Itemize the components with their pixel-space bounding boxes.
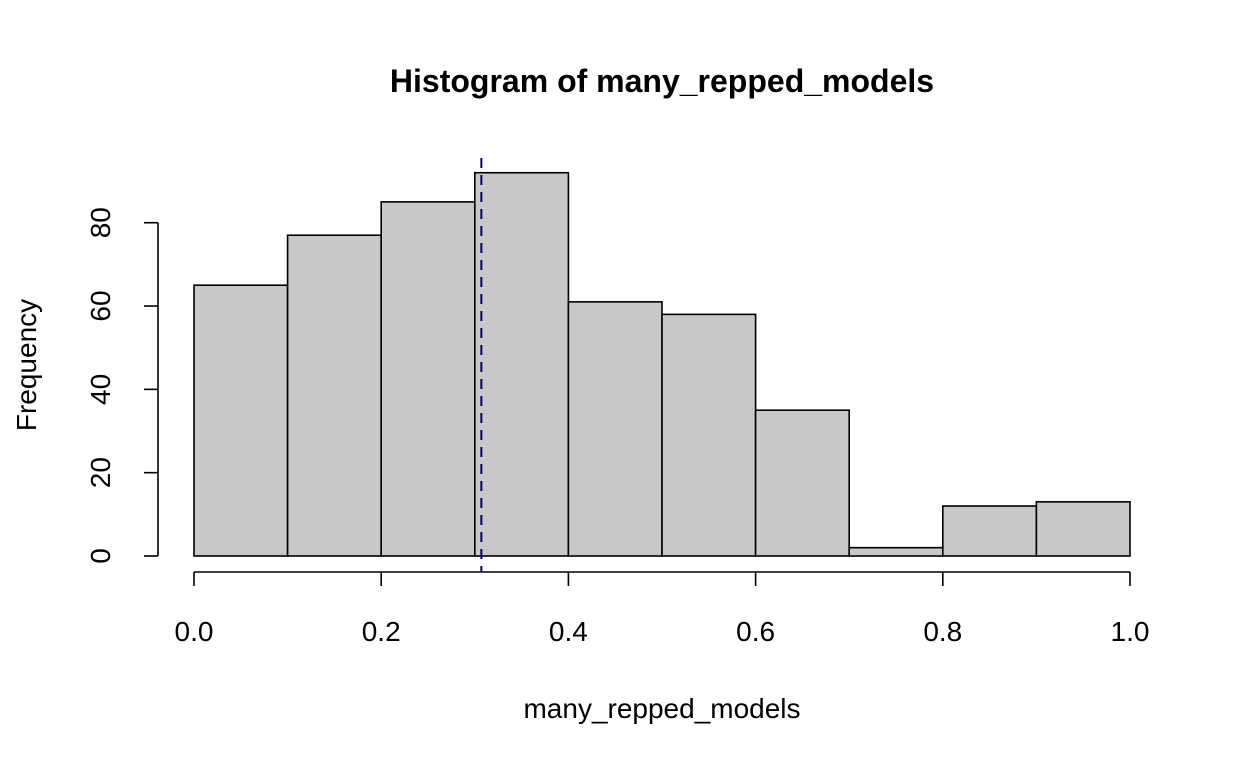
histogram-bar-3 <box>473 171 570 557</box>
y-tick-label-0: 0 <box>85 548 116 564</box>
y-tick-label-2: 40 <box>85 374 116 405</box>
x-tick-label-4: 0.8 <box>923 616 962 647</box>
x-tick-label-2: 0.4 <box>549 616 588 647</box>
histogram-bar-2 <box>380 201 476 557</box>
histogram-bar-4 <box>567 301 663 557</box>
x-tick-label-0: 0.0 <box>175 616 214 647</box>
bars-group <box>193 171 1131 557</box>
y-tick-label-1: 20 <box>85 457 116 488</box>
y-axis: 0 20 40 60 80 <box>85 207 159 564</box>
x-axis-label: many_repped_models <box>523 693 800 724</box>
x-tick-label-1: 0.2 <box>362 616 401 647</box>
y-tick-label-4: 80 <box>85 207 116 238</box>
y-tick-label-3: 60 <box>85 290 116 321</box>
histogram-bar-5 <box>661 313 757 557</box>
histogram-bar-9 <box>1035 501 1131 557</box>
histogram-bar-0 <box>193 284 289 557</box>
histogram-bar-6 <box>754 409 850 557</box>
chart-title: Histogram of many_repped_models <box>390 63 934 99</box>
x-tick-label-3: 0.6 <box>736 616 775 647</box>
y-axis-label: Frequency <box>11 299 42 431</box>
histogram-bar-1 <box>286 234 383 557</box>
histogram-bar-8 <box>941 505 1038 557</box>
x-tick-label-5: 1.0 <box>1111 616 1150 647</box>
histogram-bar-7 <box>848 546 944 557</box>
x-axis: 0.0 0.2 0.4 0.6 0.8 1.0 <box>175 571 1150 647</box>
